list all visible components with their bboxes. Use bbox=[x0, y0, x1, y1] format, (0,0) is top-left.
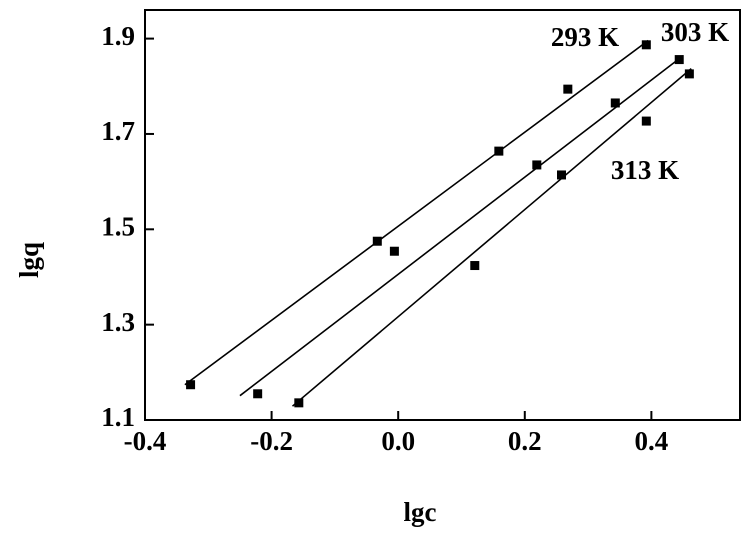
y-axis-label: lgq bbox=[14, 242, 44, 278]
x-axis-label: lgc bbox=[404, 497, 437, 527]
data-point bbox=[186, 380, 196, 390]
data-point bbox=[641, 40, 651, 50]
data-point bbox=[372, 236, 382, 246]
data-point bbox=[610, 98, 620, 108]
data-point bbox=[641, 116, 651, 126]
fit-line bbox=[239, 55, 684, 397]
data-point bbox=[684, 69, 694, 79]
y-tick-label: 1.5 bbox=[101, 212, 135, 242]
series-label: 303 K bbox=[661, 17, 729, 47]
x-tick-label: -0.2 bbox=[250, 426, 293, 456]
series-label: 313 K bbox=[611, 155, 679, 185]
data-point bbox=[557, 170, 566, 180]
data-point bbox=[470, 261, 480, 271]
y-tick-label: 1.7 bbox=[101, 116, 135, 146]
y-tick-label: 1.9 bbox=[101, 21, 135, 51]
x-tick-label: 0.2 bbox=[508, 426, 542, 456]
y-tick-label: 1.1 bbox=[101, 402, 135, 432]
series-label: 293 K bbox=[551, 22, 619, 52]
data-point bbox=[494, 146, 504, 156]
fit-line bbox=[184, 39, 649, 386]
plot-frame bbox=[144, 9, 741, 421]
x-tick-label: 0.0 bbox=[381, 426, 415, 456]
fit-line bbox=[291, 68, 692, 407]
data-point bbox=[389, 246, 399, 256]
x-tick-label: -0.4 bbox=[124, 426, 167, 456]
x-tick-label: 0.4 bbox=[635, 426, 669, 456]
data-point bbox=[532, 160, 542, 170]
data-point bbox=[563, 84, 573, 94]
data-point bbox=[674, 55, 684, 65]
data-point bbox=[253, 389, 263, 399]
data-point bbox=[294, 398, 304, 408]
y-tick-label: 1.3 bbox=[101, 307, 135, 337]
